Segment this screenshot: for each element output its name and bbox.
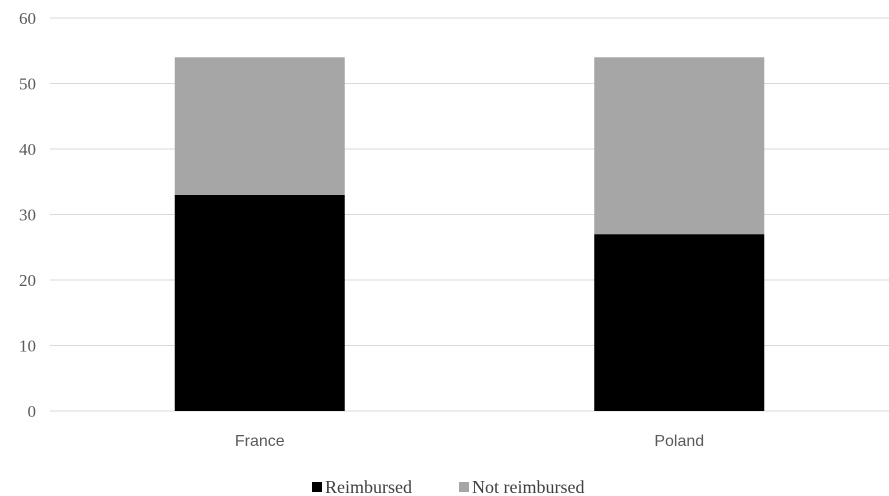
y-tick-label: 50 [19, 75, 36, 94]
y-tick-label: 0 [28, 402, 37, 421]
x-tick-label: France [235, 433, 285, 450]
legend-swatch-reimbursed [312, 482, 322, 492]
bar-reimbursed-france [174, 194, 345, 411]
bar-not-reimbursed-france [174, 57, 345, 195]
legend-label: Reimbursed [325, 477, 412, 496]
legend-swatch-not-reimbursed [459, 482, 469, 492]
y-tick-label: 20 [19, 271, 36, 290]
legend: Reimbursed Not reimbursed [312, 477, 584, 496]
x-axis: France Poland [235, 433, 704, 450]
bar-reimbursed-poland [594, 234, 765, 411]
y-tick-label: 60 [19, 9, 36, 28]
bar-not-reimbursed-poland [594, 57, 765, 235]
bars [174, 57, 765, 411]
y-tick-label: 40 [19, 140, 36, 159]
x-tick-label: Poland [654, 433, 704, 450]
y-axis: 0 10 20 30 40 50 60 [19, 9, 36, 421]
y-tick-label: 10 [19, 337, 36, 356]
y-tick-label: 30 [19, 206, 36, 225]
legend-label: Not reimbursed [472, 477, 584, 496]
